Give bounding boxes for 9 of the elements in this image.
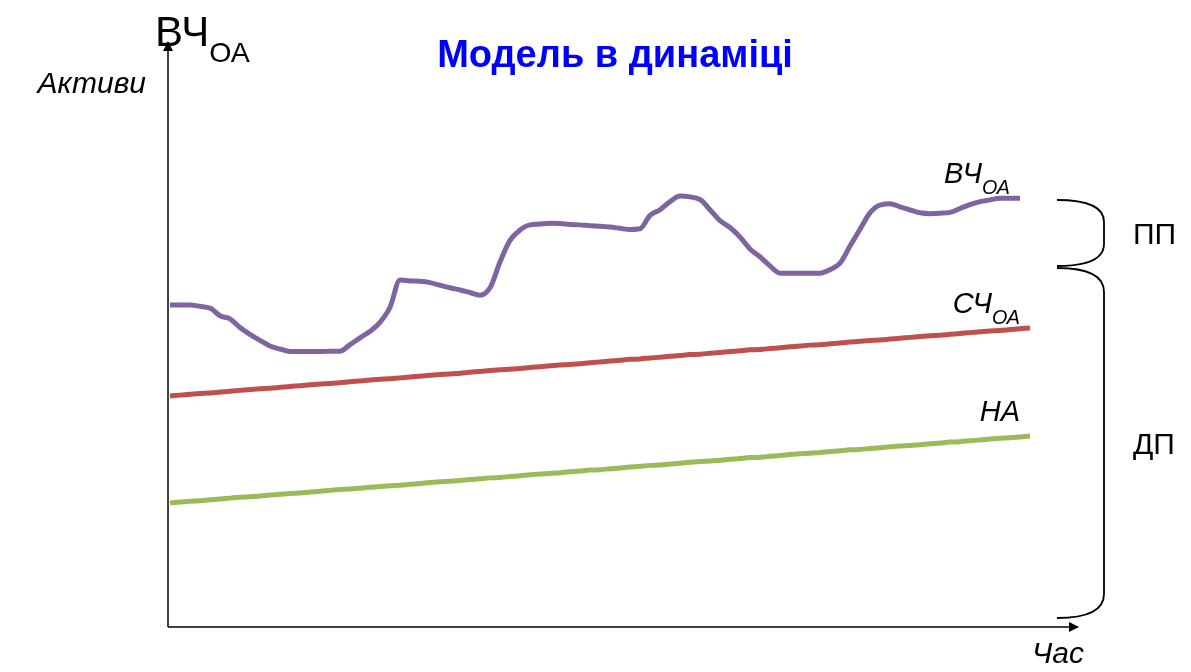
series-label: СЧ$_{ОА}$ (952, 286, 1020, 328)
y-axis-title: Активи (35, 66, 147, 99)
chart-title: Модель в динаміці (437, 33, 793, 75)
x-axis-title: Час (1032, 636, 1084, 669)
series-label: ВЧ$_{ОА}$ (944, 157, 1010, 199)
text: ПП (1133, 217, 1177, 250)
text: ДП (1133, 427, 1175, 460)
text: ВЧ$_{ОА}$ (155, 8, 250, 68)
series-label: НА (979, 395, 1020, 428)
